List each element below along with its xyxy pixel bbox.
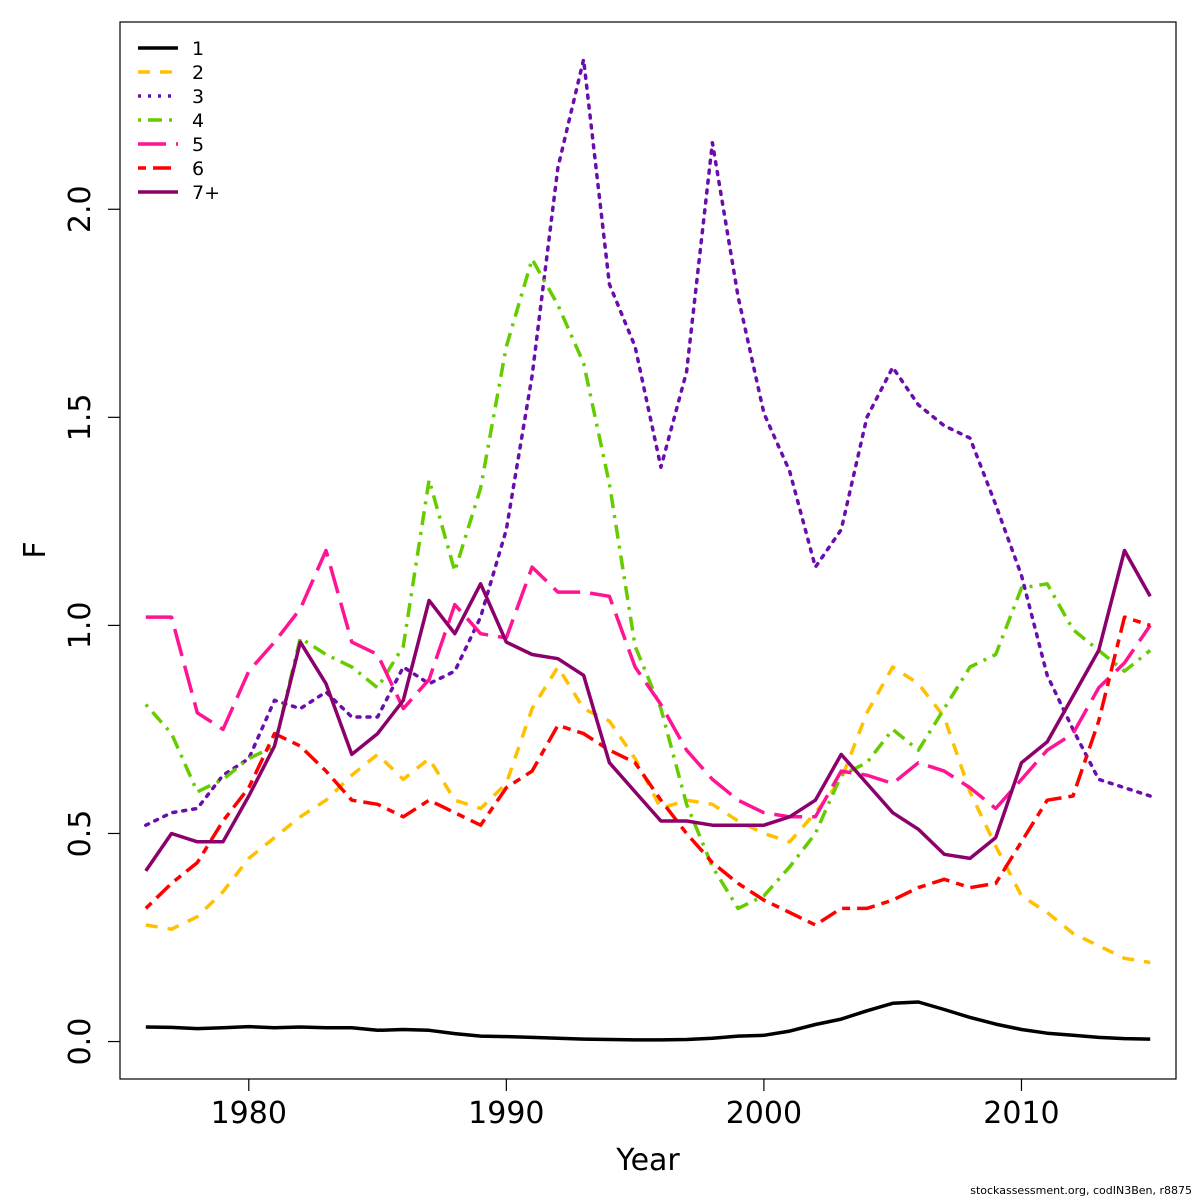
x-axis-title: Year	[615, 1143, 680, 1178]
y-tick-label: 1.5	[63, 393, 98, 441]
series-line-4	[144, 257, 1152, 911]
series-line-7plus	[144, 548, 1152, 872]
series-line-1	[145, 1000, 1151, 1042]
legend-label: 7+	[192, 182, 220, 204]
credit-text: stockassessment.org, codIN3Ben, r8875	[970, 1184, 1192, 1197]
x-tick-label: 2010	[983, 1096, 1059, 1131]
y-axis: 0.0 0.5 1.0 1.5 2.0	[63, 185, 120, 1065]
y-tick-label: 2.0	[63, 185, 98, 233]
series-line-6	[144, 615, 1151, 927]
legend-label: 2	[192, 62, 204, 84]
series-line-2	[145, 665, 1151, 965]
legend-label: 3	[192, 86, 204, 108]
x-tick-label: 1980	[211, 1096, 287, 1131]
y-tick-label: 1.0	[63, 602, 98, 650]
x-axis: 1980 1990 2000 2010	[211, 1079, 1060, 1131]
x-tick-label: 2000	[726, 1096, 802, 1131]
legend-label: 1	[192, 38, 204, 60]
legend-label: 5	[192, 134, 204, 156]
series-layer	[144, 57, 1152, 1042]
plot-frame	[119, 21, 1177, 1080]
series-line-5	[145, 548, 1152, 819]
y-axis-title: F	[18, 541, 53, 558]
y-tick-label: 0.0	[63, 1018, 98, 1066]
y-tick-label: 0.5	[63, 810, 98, 858]
series-line-3	[144, 57, 1152, 827]
x-tick-label: 1990	[468, 1096, 544, 1131]
legend-label: 4	[192, 110, 204, 132]
legend-label: 6	[192, 158, 204, 180]
